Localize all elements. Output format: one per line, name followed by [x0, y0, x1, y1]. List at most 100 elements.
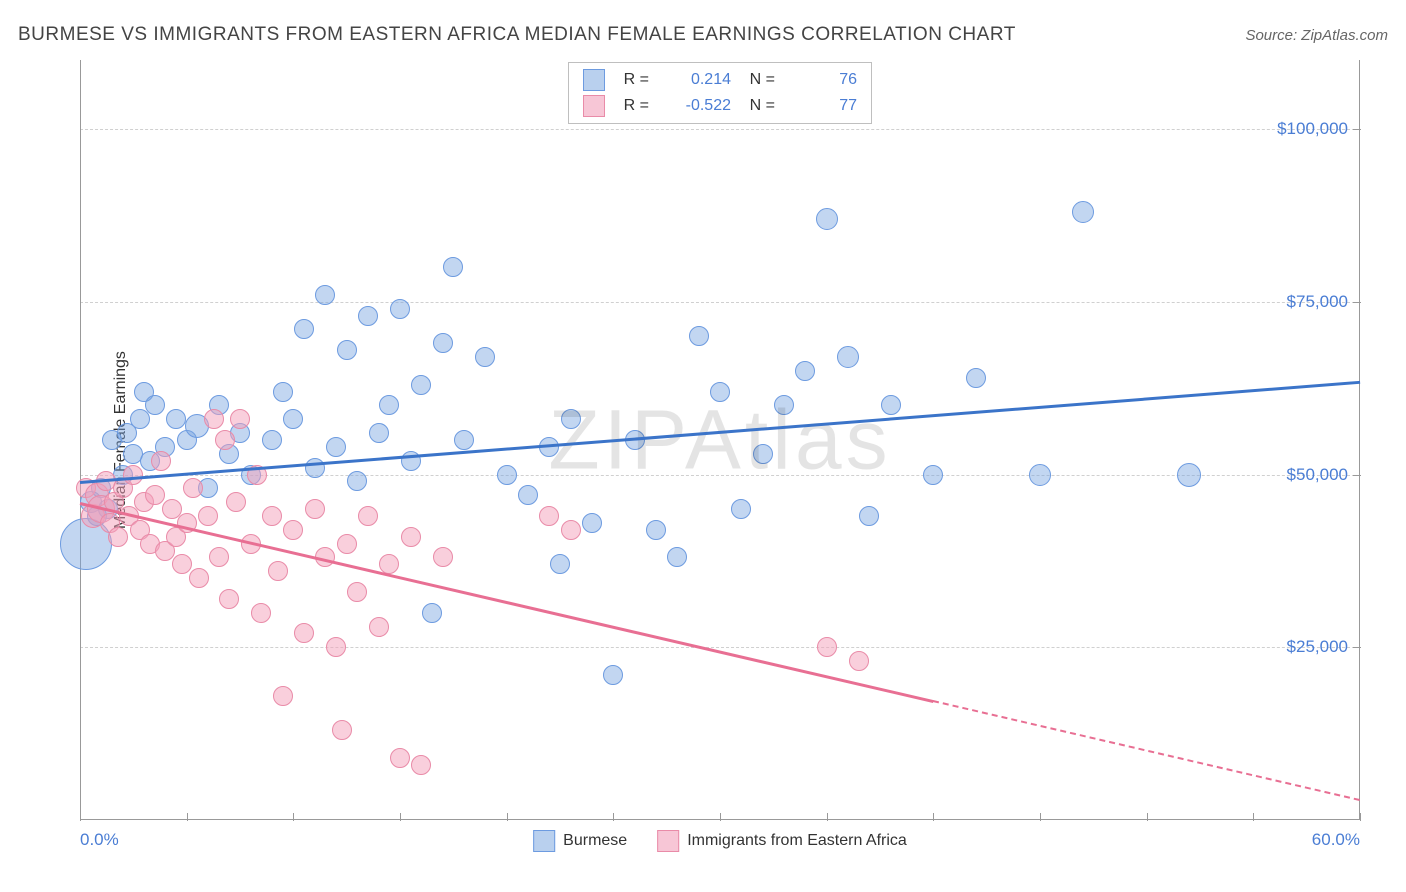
- scatter-point: [337, 534, 357, 554]
- scatter-point: [582, 513, 602, 533]
- scatter-point: [816, 208, 838, 230]
- legend-swatch: [583, 69, 605, 91]
- x-tick-mark: [187, 813, 188, 821]
- scatter-point: [817, 637, 837, 657]
- scatter-point: [390, 299, 410, 319]
- axis-line: [80, 60, 81, 820]
- scatter-point: [379, 395, 399, 415]
- scatter-point: [189, 568, 209, 588]
- scatter-point: [689, 326, 709, 346]
- x-tick-mark: [1040, 813, 1041, 821]
- legend-r-value: 0.214: [659, 71, 731, 89]
- scatter-point: [454, 430, 474, 450]
- scatter-point: [123, 465, 143, 485]
- plot-region: ZIPAtlas $25,000$50,000$75,000$100,0000.…: [80, 60, 1360, 820]
- trend-line: [933, 700, 1360, 801]
- series-legend: Burmese Immigrants from Eastern Africa: [533, 830, 907, 852]
- scatter-point: [518, 485, 538, 505]
- scatter-point: [294, 623, 314, 643]
- x-tick-label: 60.0%: [1312, 830, 1360, 850]
- scatter-point: [226, 492, 246, 512]
- scatter-point: [337, 340, 357, 360]
- source-label: Source: ZipAtlas.com: [1245, 27, 1388, 44]
- scatter-point: [315, 285, 335, 305]
- scatter-point: [145, 395, 165, 415]
- x-tick-mark: [1253, 813, 1254, 821]
- scatter-point: [475, 347, 495, 367]
- correlation-legend: R = 0.214 N = 76R = -0.522 N = 77: [568, 62, 872, 124]
- scatter-point: [332, 720, 352, 740]
- gridline: [80, 129, 1360, 130]
- scatter-point: [108, 527, 128, 547]
- scatter-point: [837, 346, 859, 368]
- gridline: [80, 302, 1360, 303]
- scatter-point: [262, 430, 282, 450]
- gridline: [80, 475, 1360, 476]
- scatter-point: [433, 333, 453, 353]
- x-tick-mark: [613, 813, 614, 821]
- scatter-point: [401, 527, 421, 547]
- x-tick-label: 0.0%: [80, 830, 119, 850]
- scatter-point: [411, 375, 431, 395]
- scatter-point: [550, 554, 570, 574]
- legend-swatch: [583, 95, 605, 117]
- scatter-point: [262, 506, 282, 526]
- y-tick-label: $100,000: [1277, 119, 1348, 139]
- scatter-point: [198, 506, 218, 526]
- legend-swatch: [533, 830, 555, 852]
- legend-swatch: [657, 830, 679, 852]
- correlation-legend-row: R = 0.214 N = 76: [569, 67, 871, 93]
- scatter-point: [326, 637, 346, 657]
- x-tick-mark: [933, 813, 934, 821]
- scatter-point: [667, 547, 687, 567]
- legend-n-value: 77: [785, 97, 857, 115]
- scatter-point: [273, 686, 293, 706]
- trend-line: [80, 502, 934, 703]
- legend-r-value: -0.522: [659, 97, 731, 115]
- scatter-point: [731, 499, 751, 519]
- y-tick-label: $75,000: [1287, 292, 1348, 312]
- scatter-point: [539, 506, 559, 526]
- x-tick-mark: [80, 813, 81, 821]
- legend-n-label: N =: [741, 71, 775, 89]
- x-tick-mark: [720, 813, 721, 821]
- scatter-point: [347, 471, 367, 491]
- scatter-point: [1072, 201, 1094, 223]
- legend-n-value: 76: [785, 71, 857, 89]
- series-legend-item: Burmese: [533, 830, 627, 852]
- scatter-point: [369, 617, 389, 637]
- scatter-point: [753, 444, 773, 464]
- scatter-point: [215, 430, 235, 450]
- correlation-legend-row: R =-0.522N =77: [569, 93, 871, 119]
- scatter-point: [390, 748, 410, 768]
- scatter-point: [603, 665, 623, 685]
- x-tick-mark: [293, 813, 294, 821]
- scatter-point: [283, 520, 303, 540]
- scatter-point: [443, 257, 463, 277]
- chart-title: BURMESE VS IMMIGRANTS FROM EASTERN AFRIC…: [18, 24, 1016, 46]
- scatter-point: [710, 382, 730, 402]
- scatter-point: [326, 437, 346, 457]
- series-name: Burmese: [563, 832, 627, 850]
- scatter-point: [774, 395, 794, 415]
- scatter-point: [230, 409, 250, 429]
- legend-n-label: N =: [741, 97, 775, 115]
- x-tick-mark: [400, 813, 401, 821]
- legend-r-label: R =: [615, 71, 649, 89]
- scatter-point: [358, 306, 378, 326]
- chart-area: Median Female Earnings ZIPAtlas $25,000$…: [50, 60, 1360, 820]
- gridline: [80, 647, 1360, 648]
- scatter-point: [561, 409, 581, 429]
- scatter-point: [1177, 463, 1201, 487]
- scatter-point: [966, 368, 986, 388]
- scatter-point: [369, 423, 389, 443]
- scatter-point: [251, 603, 271, 623]
- scatter-point: [183, 478, 203, 498]
- scatter-point: [1029, 464, 1051, 486]
- scatter-point: [294, 319, 314, 339]
- scatter-point: [433, 547, 453, 567]
- scatter-point: [881, 395, 901, 415]
- series-name: Immigrants from Eastern Africa: [687, 832, 907, 850]
- scatter-point: [859, 506, 879, 526]
- y-tick-label: $25,000: [1287, 637, 1348, 657]
